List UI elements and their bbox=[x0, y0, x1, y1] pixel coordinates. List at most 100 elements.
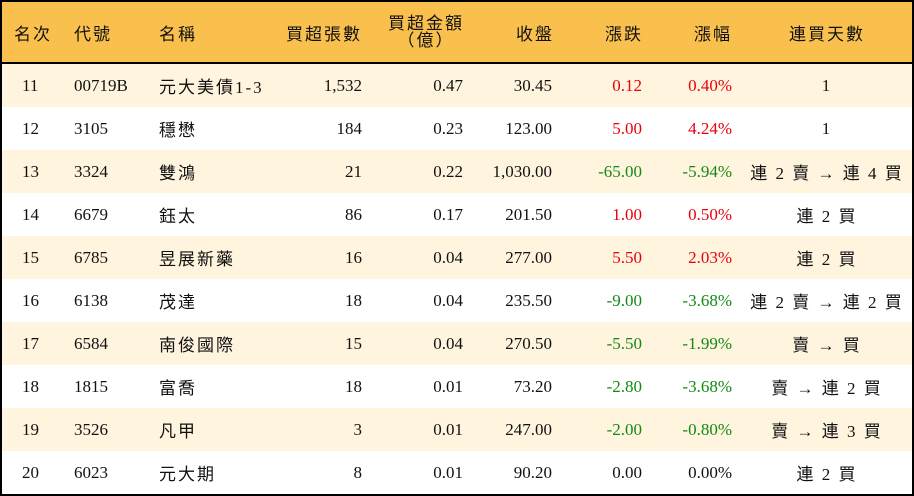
cell-net-buy-lots: 15 bbox=[345, 333, 362, 353]
cell-change: -5.50 bbox=[606, 333, 642, 353]
header-net-buy-amount-line2: （億） bbox=[397, 31, 455, 50]
cell-name: 凡甲 bbox=[159, 422, 197, 441]
cell-name: 富喬 bbox=[159, 379, 197, 398]
table-row[interactable]: 18 1815 富喬 18 0.01 73.20 -2.80 -3.68% 賣 → 連 2 買 bbox=[2, 365, 912, 408]
cell-net-buy-lots: 16 bbox=[345, 247, 362, 267]
cell-close: 247.00 bbox=[505, 419, 552, 439]
table-row[interactable]: 11 00719B 元大美債1-3 1,532 0.47 30.45 0.12 0.40% 1 bbox=[2, 64, 912, 107]
cell-rank: 17 bbox=[22, 333, 39, 353]
cell-name: 雙鴻 bbox=[159, 164, 197, 183]
cell-change: -2.80 bbox=[606, 376, 642, 396]
cell-net-buy-lots: 8 bbox=[353, 462, 363, 482]
cell-name: 鈺太 bbox=[159, 207, 197, 226]
cell-close: 73.20 bbox=[513, 376, 552, 396]
cell-net-buy-amount: 0.04 bbox=[433, 290, 463, 310]
header-code: 代號 bbox=[74, 24, 112, 44]
header-rank: 名次 bbox=[14, 24, 52, 44]
cell-close: 201.50 bbox=[505, 204, 552, 224]
table-body: 11 00719B 元大美債1-3 1,532 0.47 30.45 0.12 0.40% 1 1… bbox=[2, 64, 912, 494]
header-close: 收盤 bbox=[516, 24, 554, 44]
cell-close: 277.00 bbox=[505, 247, 552, 267]
table-row[interactable]: 17 6584 南俊國際 15 0.04 270.50 -5.50 -1.99% 賣 → 買 bbox=[2, 322, 912, 365]
cell-rank: 12 bbox=[22, 118, 39, 138]
header-change: 漲跌 bbox=[605, 24, 643, 44]
header-consecutive-days: 連買天數 bbox=[789, 24, 865, 44]
cell-net-buy-lots: 86 bbox=[345, 204, 362, 224]
header-net-buy-amount-line1: 買超金額 bbox=[388, 14, 464, 33]
cell-change-pct: 0.40% bbox=[688, 75, 732, 95]
cell-change-pct: -3.68% bbox=[682, 290, 732, 310]
cell-code: 00719B bbox=[74, 75, 128, 95]
cell-consecutive-days: 賣 → 買 bbox=[792, 336, 862, 355]
table-row[interactable]: 15 6785 昱展新藥 16 0.04 277.00 5.50 2.03% 連 2 買 bbox=[2, 236, 912, 279]
cell-net-buy-lots: 1,532 bbox=[323, 75, 362, 95]
cell-close: 235.50 bbox=[505, 290, 552, 310]
cell-net-buy-amount: 0.01 bbox=[433, 376, 463, 396]
cell-net-buy-amount: 0.04 bbox=[433, 247, 463, 267]
cell-code: 1815 bbox=[74, 376, 108, 396]
cell-name: 茂達 bbox=[159, 293, 197, 312]
cell-rank: 19 bbox=[22, 419, 39, 439]
cell-net-buy-lots: 18 bbox=[345, 376, 362, 396]
cell-name: 元大美債1-3 bbox=[159, 78, 264, 97]
cell-consecutive-days: 連 2 買 bbox=[796, 207, 858, 226]
cell-rank: 15 bbox=[22, 247, 39, 267]
cell-net-buy-amount: 0.23 bbox=[433, 118, 463, 138]
cell-net-buy-lots: 21 bbox=[345, 161, 362, 181]
cell-consecutive-days: 連 2 賣 → 連 2 買 bbox=[750, 293, 904, 312]
header-change-pct: 漲幅 bbox=[694, 24, 732, 44]
cell-change-pct: 0.00% bbox=[688, 462, 732, 482]
cell-code: 6679 bbox=[74, 204, 108, 224]
cell-change-pct: 0.50% bbox=[688, 204, 732, 224]
cell-consecutive-days: 賣 → 連 3 買 bbox=[771, 422, 883, 441]
cell-net-buy-amount: 0.47 bbox=[433, 75, 463, 95]
table-header: 名次 代號 名稱 買超張數 買超金額 （億） 收盤 漲跌 漲幅 連買天數 bbox=[2, 2, 912, 64]
cell-net-buy-amount: 0.01 bbox=[433, 462, 463, 482]
cell-net-buy-lots: 3 bbox=[353, 419, 363, 439]
cell-net-buy-amount: 0.01 bbox=[433, 419, 463, 439]
cell-close: 90.20 bbox=[513, 462, 552, 482]
cell-name: 元大期 bbox=[159, 465, 216, 484]
cell-change: 0.12 bbox=[612, 75, 642, 95]
cell-consecutive-days: 1 bbox=[821, 75, 833, 95]
table-row[interactable]: 12 3105 穩懋 184 0.23 123.00 5.00 4.24% 1 bbox=[2, 107, 912, 150]
table-row[interactable]: 14 6679 鈺太 86 0.17 201.50 1.00 0.50% 連 2 買 bbox=[2, 193, 912, 236]
header-name: 名稱 bbox=[159, 24, 197, 44]
cell-code: 3324 bbox=[74, 161, 108, 181]
cell-close: 270.50 bbox=[505, 333, 552, 353]
cell-net-buy-amount: 0.17 bbox=[433, 204, 463, 224]
header-net-buy-amount: 買超金額 （億） bbox=[385, 2, 467, 62]
cell-rank: 20 bbox=[22, 462, 39, 482]
cell-consecutive-days: 連 2 買 bbox=[796, 465, 858, 484]
table-row[interactable]: 19 3526 凡甲 3 0.01 247.00 -2.00 -0.80% 賣 → 連 3 買 bbox=[2, 408, 912, 451]
cell-name: 穩懋 bbox=[159, 121, 197, 140]
cell-close: 1,030.00 bbox=[492, 161, 553, 181]
table-row[interactable]: 16 6138 茂達 18 0.04 235.50 -9.00 -3.68% 連 2 賣 → 連… bbox=[2, 279, 912, 322]
table-row[interactable]: 20 6023 元大期 8 0.01 90.20 0.00 0.00% 連 2 買 bbox=[2, 451, 912, 494]
cell-code: 3105 bbox=[74, 118, 108, 138]
cell-consecutive-days: 1 bbox=[821, 118, 833, 138]
cell-rank: 16 bbox=[22, 290, 39, 310]
cell-change: 0.00 bbox=[612, 462, 642, 482]
cell-net-buy-amount: 0.04 bbox=[433, 333, 463, 353]
cell-change-pct: 2.03% bbox=[688, 247, 732, 267]
cell-name: 南俊國際 bbox=[159, 336, 235, 355]
cell-close: 30.45 bbox=[513, 75, 552, 95]
cell-code: 6785 bbox=[74, 247, 108, 267]
cell-change: -65.00 bbox=[598, 161, 642, 181]
cell-rank: 18 bbox=[22, 376, 39, 396]
cell-rank: 13 bbox=[22, 161, 39, 181]
cell-change-pct: -0.80% bbox=[682, 419, 732, 439]
header-net-buy-lots: 買超張數 bbox=[286, 24, 362, 44]
cell-consecutive-days: 賣 → 連 2 買 bbox=[771, 379, 883, 398]
cell-net-buy-lots: 18 bbox=[345, 290, 362, 310]
cell-change-pct: -5.94% bbox=[682, 161, 732, 181]
cell-net-buy-lots: 184 bbox=[336, 118, 363, 138]
cell-change: 5.50 bbox=[612, 247, 642, 267]
table-row[interactable]: 13 3324 雙鴻 21 0.22 1,030.00 -65.00 -5.94% 連 2 賣 … bbox=[2, 150, 912, 193]
cell-net-buy-amount: 0.22 bbox=[433, 161, 463, 181]
cell-rank: 14 bbox=[22, 204, 39, 224]
cell-change-pct: 4.24% bbox=[688, 118, 732, 138]
cell-code: 3526 bbox=[74, 419, 108, 439]
